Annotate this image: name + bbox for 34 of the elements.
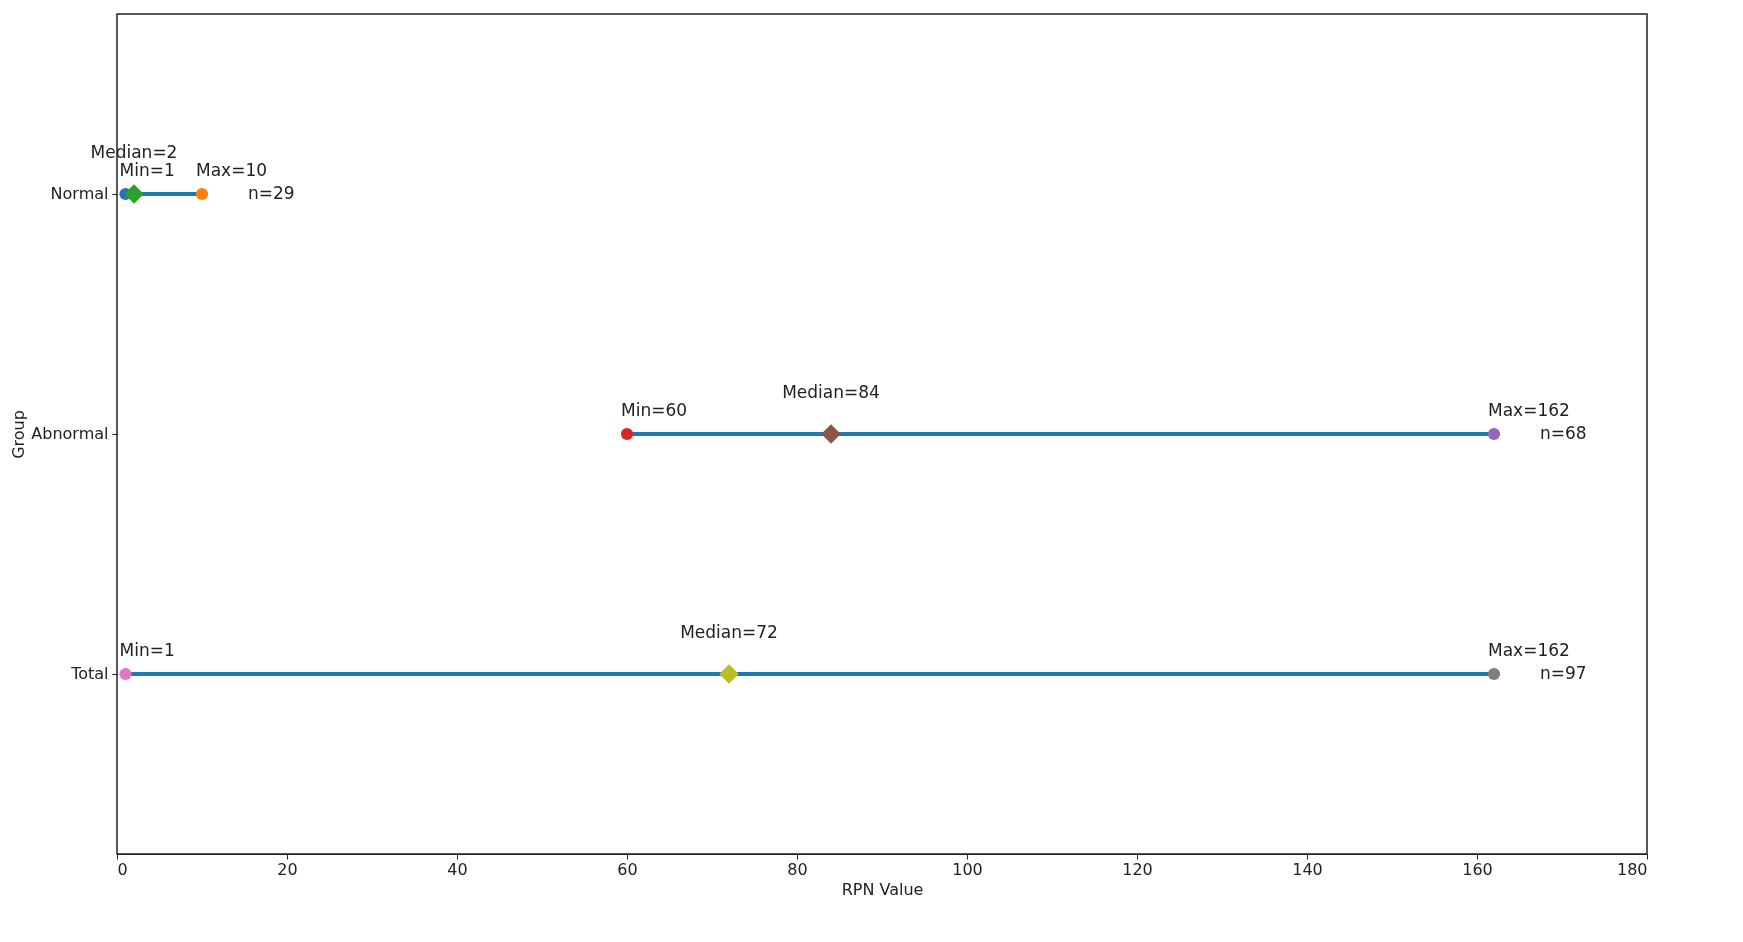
data-label: Min=1 xyxy=(119,640,175,660)
x-tick-label: 0 xyxy=(117,859,128,879)
data-label: Max=162 xyxy=(1488,640,1570,660)
point xyxy=(119,667,132,681)
point xyxy=(124,184,144,204)
x-axis-title: RPN Value xyxy=(841,879,924,899)
x-tick-label: 80 xyxy=(787,859,808,879)
data-label: Max=162 xyxy=(1488,400,1570,420)
data-label: Min=60 xyxy=(621,400,688,420)
x-tick-label: 140 xyxy=(1292,859,1323,879)
point xyxy=(821,424,841,444)
annotation: n=29 xyxy=(248,183,295,203)
data-label: Median=72 xyxy=(680,622,778,642)
x-tick-label: 20 xyxy=(277,859,298,879)
annotation: n=97 xyxy=(1540,663,1587,683)
x-tick-label: 40 xyxy=(447,859,468,879)
y-tick-label: Abnormal xyxy=(31,424,109,443)
x-tick-label: 100 xyxy=(952,859,983,879)
point xyxy=(620,427,634,441)
data-label: Max=10 xyxy=(196,160,268,180)
point xyxy=(195,187,209,201)
data-label: Median=84 xyxy=(782,382,880,402)
y-axis-title: Group xyxy=(9,410,29,459)
x-tick-label: 160 xyxy=(1462,859,1493,879)
x-tick-label: 180 xyxy=(1616,859,1648,879)
x-tick-label: 60 xyxy=(617,859,638,879)
data-label: Min=1 xyxy=(119,160,175,180)
y-tick-label: Total xyxy=(70,664,109,683)
annotation: n=68 xyxy=(1540,423,1587,443)
point xyxy=(1487,667,1501,681)
point xyxy=(719,664,739,684)
point xyxy=(1487,427,1501,441)
y-tick-label: Normal xyxy=(50,184,109,203)
x-tick-label: 120 xyxy=(1122,859,1153,879)
